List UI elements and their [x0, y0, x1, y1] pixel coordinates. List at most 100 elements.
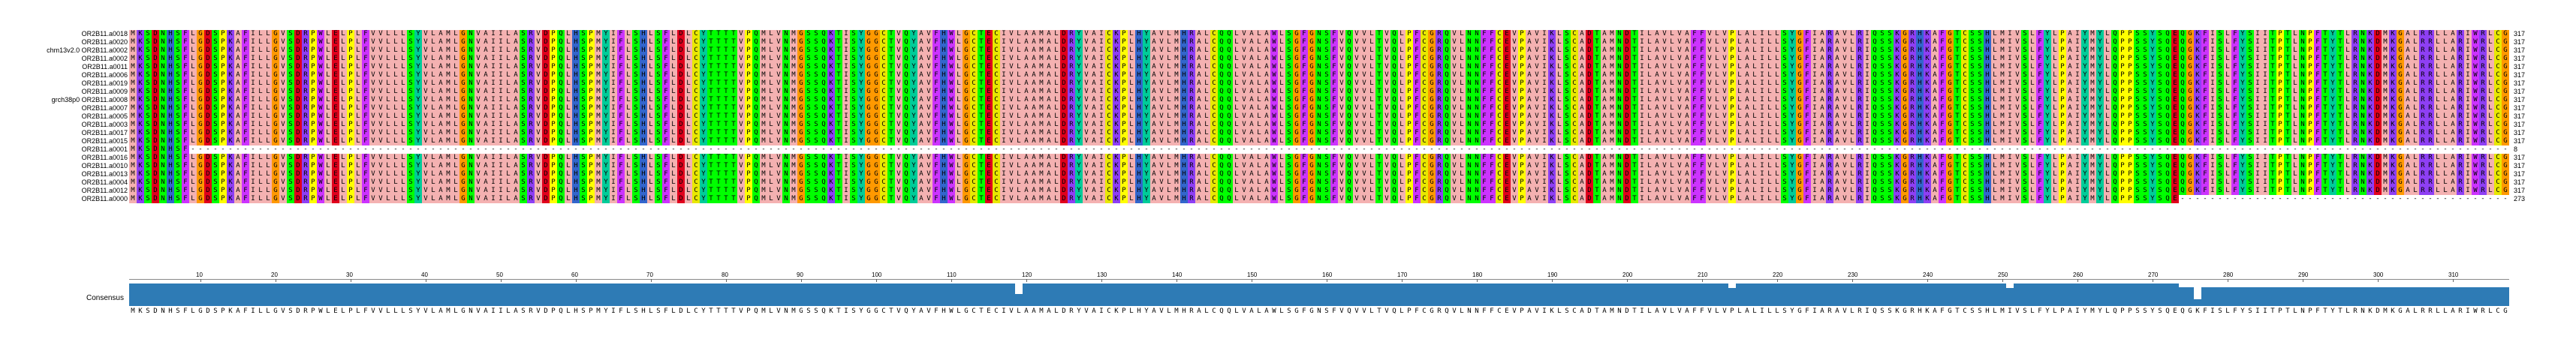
residue-cell: S [655, 137, 662, 146]
sequence-label[interactable]: OR2B11.a0017 [81, 129, 128, 136]
residue-cell: H [640, 38, 647, 46]
sequence-label[interactable]: OR2B11.a0009 [81, 88, 128, 95]
sequence-label[interactable]: OR2B11.a0007 [81, 104, 128, 112]
residue-cell: R [2419, 121, 2427, 129]
residue-cell: L [647, 38, 655, 46]
sequence-label[interactable]: OR2B11.a0004 [81, 178, 128, 186]
sequence-label[interactable]: OR2B11.a0016 [81, 154, 128, 161]
residue-cell: H [640, 80, 647, 88]
residue-cell: V [775, 154, 782, 162]
sequence-label[interactable]: OR2B11.a0012 [81, 187, 128, 194]
residue-cell: C [1571, 46, 1578, 55]
residue-cell: - [1330, 146, 1338, 154]
residue-cell: N [1473, 71, 1481, 80]
residue-cell: - [1661, 146, 1668, 154]
sequence-label[interactable]: OR2B11.a0003 [81, 121, 128, 128]
residue-cell: C [2494, 63, 2502, 71]
residue-cell: A [1601, 38, 1608, 46]
residue-cell: N [467, 88, 475, 96]
residue-cell: R [1188, 46, 1195, 55]
residue-cell: - [1263, 146, 1270, 154]
residue-cell: F [2314, 104, 2321, 112]
sequence-label[interactable]: OR2B11.a0006 [81, 71, 128, 79]
sequence-label[interactable]: OR2B11.a0013 [81, 170, 128, 178]
residue-cell: A [1090, 88, 1098, 96]
residue-cell: V [535, 137, 542, 146]
residue-cell: P [745, 88, 752, 96]
residue-cell: L [2412, 63, 2419, 71]
residue-cell: P [309, 104, 317, 112]
residue-cell: A [1263, 88, 1270, 96]
residue-cell: T [2321, 129, 2329, 137]
residue-cell: A [1683, 63, 1691, 71]
residue-cell: G [2502, 121, 2509, 129]
residue-cell: C [1961, 71, 1969, 80]
residue-cell: L [1766, 129, 1773, 137]
residue-cell: R [1826, 63, 1833, 71]
residue-cell: H [1135, 55, 1143, 63]
residue-cell: Q [2164, 80, 2171, 88]
residue-cell: L [1398, 121, 1406, 129]
sequence-label[interactable]: OR2B11.a0001 [81, 146, 128, 153]
residue-cell: L [2434, 55, 2442, 63]
residue-cell: S [2216, 38, 2224, 46]
residue-cell: V [377, 88, 384, 96]
residue-cell: H [1916, 30, 1924, 38]
residue-cell: T [715, 63, 722, 71]
residue-cell: I [1758, 38, 1766, 46]
residue-cell: A [2066, 137, 2074, 146]
residue-cell: C [692, 96, 700, 104]
residue-cell: L [670, 137, 677, 146]
residue-cell: L [625, 46, 632, 55]
sequence-label[interactable]: grch38p0 OR2B11.a0008 [51, 96, 128, 104]
residue-cell: K [137, 55, 144, 63]
sequence-label[interactable]: OR2B11.a0002 [81, 55, 128, 62]
residue-cell: A [1263, 154, 1270, 162]
sequence-label[interactable]: OR2B11.a0015 [81, 137, 128, 145]
residue-cell: D [1586, 30, 1593, 38]
sequence-label[interactable]: OR2B11.a0011 [82, 63, 128, 70]
sequence-label[interactable]: OR2B11.a0005 [81, 112, 128, 120]
sequence-label[interactable]: OR2B11.a0019 [81, 80, 128, 87]
residue-cell: A [1578, 80, 1586, 88]
residue-cell: Y [2239, 112, 2246, 121]
sequence-label[interactable]: OR2B11.a0000 [81, 195, 128, 202]
residue-cell: L [1736, 88, 1743, 96]
sequence-label[interactable]: OR2B11.a0020 [81, 38, 128, 46]
residue-cell: I [1098, 96, 1105, 104]
residue-cell: S [174, 38, 182, 46]
residue-cell: I [2261, 137, 2269, 146]
residue-cell: A [2449, 112, 2457, 121]
residue-cell: K [2389, 71, 2397, 80]
residue-cell: - [294, 146, 302, 154]
residue-cell: L [1368, 38, 1375, 46]
residue-cell: Y [2096, 80, 2104, 88]
residue-cell: V [475, 104, 482, 112]
sequence-label[interactable]: chm13v2.0 OR2B11.a0002 [47, 46, 128, 54]
residue-cell: C [1105, 55, 1113, 63]
residue-cell: T [707, 80, 715, 88]
sequence-label[interactable]: OR2B11.a0010 [81, 162, 128, 170]
residue-cell: - [1203, 146, 1210, 154]
residue-cell: S [632, 129, 640, 137]
residue-cell: N [159, 154, 167, 162]
residue-cell: N [1473, 46, 1481, 55]
residue-cell: L [2224, 104, 2231, 112]
residue-cell: R [1436, 121, 1443, 129]
residue-cell: A [1045, 71, 1053, 80]
residue-cell: C [880, 154, 887, 162]
residue-cell: R [1909, 121, 1916, 129]
residue-cell: A [1743, 129, 1751, 137]
residue-cell: T [707, 96, 715, 104]
residue-cell: N [1466, 80, 1473, 88]
residue-cell: A [1526, 63, 1533, 71]
residue-cell: L [685, 112, 692, 121]
residue-cell: S [520, 88, 527, 96]
sequence-label[interactable]: OR2B11.a0018 [81, 30, 128, 38]
residue-cell: - [1353, 146, 1360, 154]
residue-cell: Q [2111, 30, 2119, 38]
residue-cell: G [459, 80, 467, 88]
residue-cell: I [1000, 71, 1008, 80]
residue-cell: S [1886, 129, 1894, 137]
residue-cell: K [1924, 88, 1931, 96]
